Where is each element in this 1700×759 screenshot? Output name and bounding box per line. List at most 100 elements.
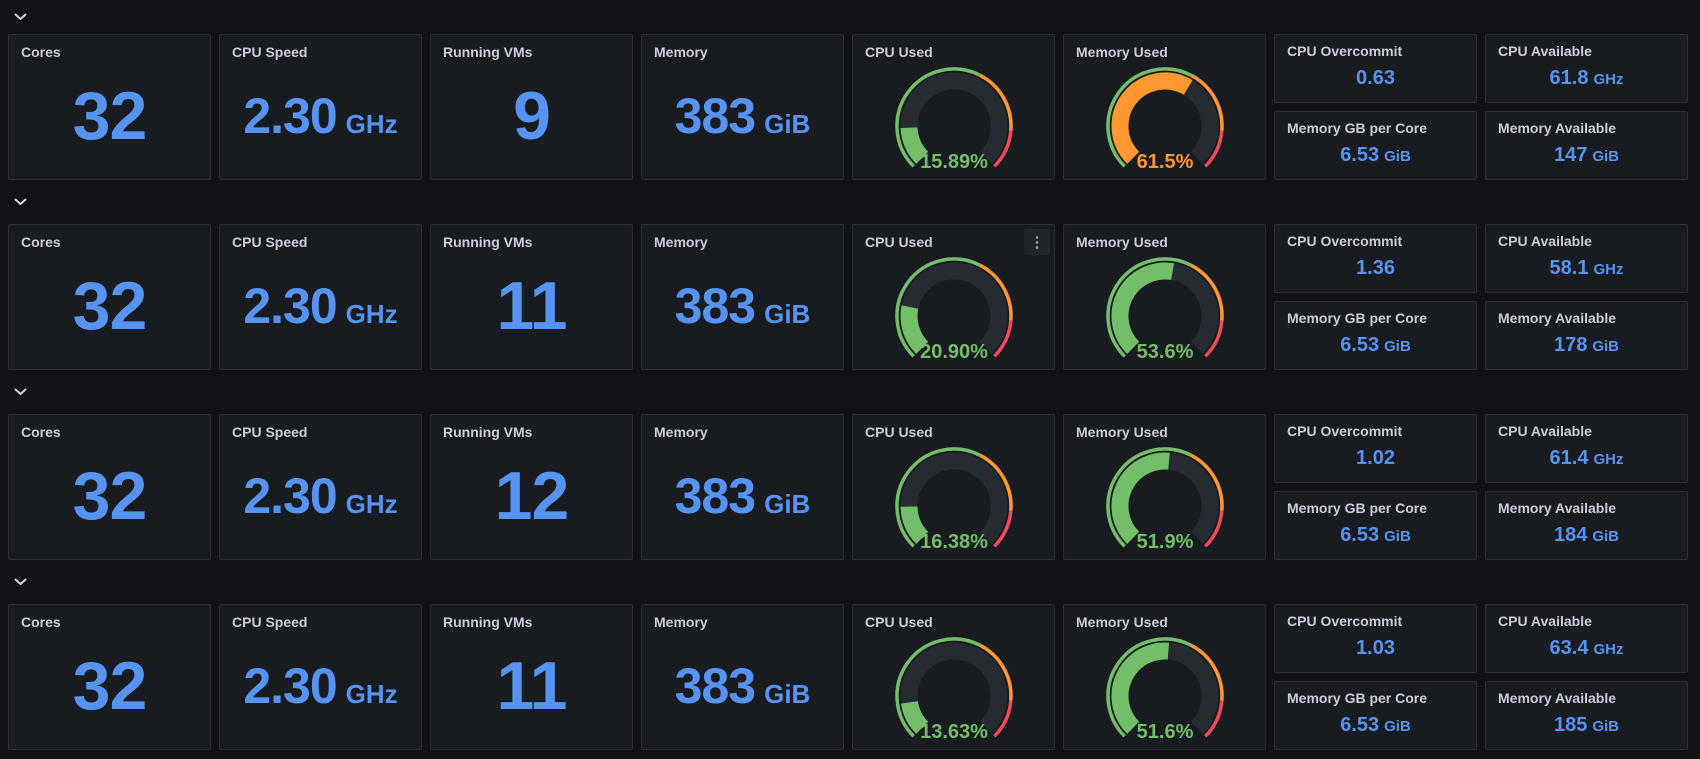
panel-title[interactable]: Running VMs xyxy=(443,424,533,440)
stat-value: 383 xyxy=(674,278,756,335)
panel-memory: Memory 383 GiB xyxy=(641,34,844,180)
panel-memory-gb-per-core: Memory GB per Core 6.53 GiB xyxy=(1274,681,1477,750)
panel-stack: CPU Overcommit 1.03 Memory GB per Core 6… xyxy=(1274,604,1477,750)
row-collapse-toggle[interactable] xyxy=(0,180,1700,224)
panel-title[interactable]: Memory Used xyxy=(1076,614,1168,630)
memory-used-gauge: 53.6% xyxy=(1064,251,1265,369)
stat-value: 184 xyxy=(1553,524,1588,547)
stat-value: 32 xyxy=(72,458,148,535)
row-collapse-toggle[interactable] xyxy=(0,0,1700,34)
panel-title[interactable]: Memory Used xyxy=(1076,424,1168,440)
panel-title[interactable]: CPU Available xyxy=(1498,423,1592,439)
panel-title[interactable]: CPU Available xyxy=(1498,233,1592,249)
panel-title[interactable]: Running VMs xyxy=(443,234,533,250)
panel-title[interactable]: Memory Available xyxy=(1498,500,1617,516)
panel-memory-available: Memory Available 147 GiB xyxy=(1485,111,1688,180)
panel-title[interactable]: Cores xyxy=(21,234,61,250)
panel-title[interactable]: Memory GB per Core xyxy=(1287,500,1428,516)
svg-text:61.5%: 61.5% xyxy=(1136,151,1193,173)
svg-text:53.6%: 53.6% xyxy=(1136,341,1193,363)
svg-text:16.38%: 16.38% xyxy=(920,531,988,553)
panel-title[interactable]: Memory GB per Core xyxy=(1287,310,1428,326)
stat-unit: GiB xyxy=(1592,718,1620,736)
row-collapse-toggle[interactable] xyxy=(0,370,1700,414)
chevron-down-icon xyxy=(14,578,27,585)
stat-value: 2.30 xyxy=(243,278,337,335)
panel-title[interactable]: CPU Speed xyxy=(232,424,308,440)
stat-unit: GiB xyxy=(1592,338,1620,356)
panel-title[interactable]: Memory Used xyxy=(1076,234,1168,250)
panel-title[interactable]: Memory Available xyxy=(1498,120,1617,136)
stat-unit: GiB xyxy=(1384,718,1411,736)
panel-stack: CPU Available 63.4 GHz Memory Available 1… xyxy=(1485,604,1688,750)
stat-value: 185 xyxy=(1553,714,1588,737)
panel-title[interactable]: Memory xyxy=(654,234,708,250)
panel-title[interactable]: CPU Overcommit xyxy=(1287,423,1403,439)
panel-title[interactable]: CPU Available xyxy=(1498,43,1592,59)
chevron-down-icon xyxy=(14,13,27,20)
dashboard-row: Cores 32 CPU Speed 2.30 GHz Running VMs 1… xyxy=(0,604,1700,750)
dashboard-row: Cores 32 CPU Speed 2.30 GHz Running VMs 1… xyxy=(0,224,1700,370)
panel-title[interactable]: Memory xyxy=(654,614,708,630)
panel-running-vms: Running VMs 11 xyxy=(430,604,633,750)
cpu-used-gauge: 16.38% xyxy=(853,441,1054,559)
panel-title[interactable]: Memory xyxy=(654,424,708,440)
panel-title[interactable]: Memory xyxy=(654,44,708,60)
panel-title[interactable]: CPU Used xyxy=(865,234,933,250)
panel-cpu-overcommit: CPU Overcommit 1.02 xyxy=(1274,414,1477,483)
stat-unit: GHz xyxy=(345,489,398,520)
panel-title[interactable]: Running VMs xyxy=(443,614,533,630)
panel-title[interactable]: Memory GB per Core xyxy=(1287,690,1428,706)
panel-title[interactable]: CPU Used xyxy=(865,44,933,60)
panel-title[interactable]: CPU Used xyxy=(865,424,933,440)
panel-title[interactable]: CPU Available xyxy=(1498,613,1592,629)
panel-cpu-speed: CPU Speed 2.30 GHz xyxy=(219,604,422,750)
stat-unit: GiB xyxy=(1384,338,1411,356)
panel-menu-kebab-icon[interactable]: ⋮ xyxy=(1024,229,1050,255)
panel-running-vms: Running VMs 12 xyxy=(430,414,633,560)
panel-title[interactable]: Memory Used xyxy=(1076,44,1168,60)
panel-cpu-speed: CPU Speed 2.30 GHz xyxy=(219,414,422,560)
cpu-used-gauge: 20.90% xyxy=(853,251,1054,369)
stat-value: 11 xyxy=(496,648,568,725)
panel-title[interactable]: CPU Speed xyxy=(232,614,308,630)
panel-title[interactable]: CPU Used xyxy=(865,614,933,630)
panel-running-vms: Running VMs 11 xyxy=(430,224,633,370)
stat-unit: GiB xyxy=(1384,148,1411,166)
panel-memory-gb-per-core: Memory GB per Core 6.53 GiB xyxy=(1274,491,1477,560)
stat-unit: GiB xyxy=(1384,528,1411,546)
panel-title[interactable]: CPU Speed xyxy=(232,234,308,250)
panel-title[interactable]: Cores xyxy=(21,44,61,60)
stat-value: 383 xyxy=(674,658,756,715)
panel-title[interactable]: Cores xyxy=(21,614,61,630)
panel-memory: Memory 383 GiB xyxy=(641,414,844,560)
stat-value: 6.53 xyxy=(1340,144,1380,167)
stat-unit: GHz xyxy=(1593,71,1624,89)
panel-title[interactable]: Cores xyxy=(21,424,61,440)
svg-text:51.9%: 51.9% xyxy=(1136,531,1193,553)
panel-cpu-used: CPU Used 15.89% xyxy=(852,34,1055,180)
panel-title[interactable]: CPU Speed xyxy=(232,44,308,60)
dashboard-row: Cores 32 CPU Speed 2.30 GHz Running VMs 1… xyxy=(0,414,1700,560)
panel-stack: CPU Overcommit 1.02 Memory GB per Core 6… xyxy=(1274,414,1477,560)
panel-cores: Cores 32 xyxy=(8,604,211,750)
panel-title[interactable]: Memory GB per Core xyxy=(1287,120,1428,136)
panel-stack: CPU Available 61.8 GHz Memory Available 1… xyxy=(1485,34,1688,180)
stat-unit: GiB xyxy=(764,109,811,140)
panel-title[interactable]: CPU Overcommit xyxy=(1287,43,1403,59)
stat-value: 2.30 xyxy=(243,658,337,715)
svg-text:20.90%: 20.90% xyxy=(920,341,988,363)
panel-title[interactable]: Memory Available xyxy=(1498,690,1617,706)
panel-title[interactable]: CPU Overcommit xyxy=(1287,613,1403,629)
row-collapse-toggle[interactable] xyxy=(0,560,1700,604)
memory-used-gauge: 51.9% xyxy=(1064,441,1265,559)
panel-title[interactable]: CPU Overcommit xyxy=(1287,233,1403,249)
panel-title[interactable]: Running VMs xyxy=(443,44,533,60)
stat-unit: GiB xyxy=(764,489,811,520)
stat-value: 32 xyxy=(72,78,148,155)
panel-memory-used: Memory Used 51.9% xyxy=(1063,414,1266,560)
dashboard-row: Cores 32 CPU Speed 2.30 GHz Running VMs 9… xyxy=(0,34,1700,180)
panel-title[interactable]: Memory Available xyxy=(1498,310,1617,326)
chevron-down-icon xyxy=(14,198,27,205)
panel-memory-used: Memory Used 53.6% xyxy=(1063,224,1266,370)
